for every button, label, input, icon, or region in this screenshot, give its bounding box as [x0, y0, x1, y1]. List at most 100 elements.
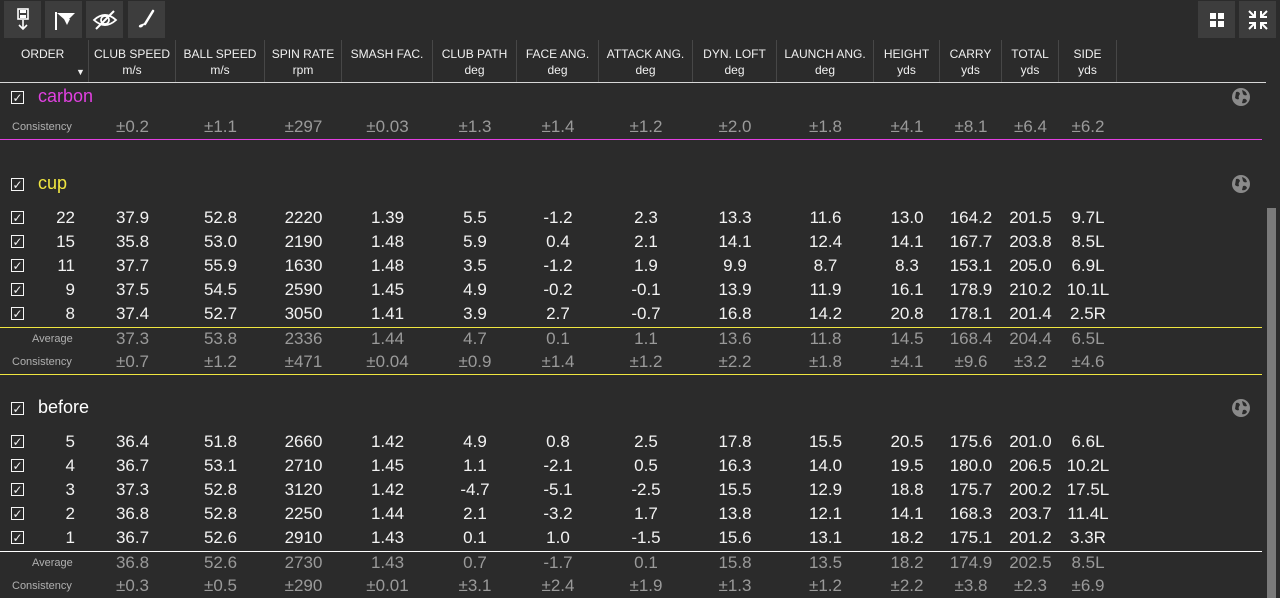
shot-row[interactable]: ✓ 9 37.5 54.5 2590 1.45 4.9 -0.2 -0.1 13.9 11.9 16.… [0, 278, 1266, 302]
cell-smash: 1.39 [370, 208, 405, 227]
cell-height: 14.1 [890, 504, 924, 523]
average-row: Average 37.3 53.8 2336 1.44 4.7 0.1 1.1 13.6 11.8… [0, 327, 1266, 351]
shot-row[interactable]: ✓ 2 36.8 52.8 2250 1.44 2.1 -3.2 1.7 13.8 12.1 14.1… [0, 502, 1266, 526]
shot-row[interactable]: ✓ 3 37.3 52.8 3120 1.42 -4.7 -5.1 -2.5 15.5 12.9 18… [0, 478, 1266, 502]
cell-dyn_loft: 16.3 [718, 456, 752, 475]
cell-carry: ±9.6 [954, 352, 988, 371]
shot-checkbox[interactable]: ✓ [11, 306, 24, 321]
shot-checkbox[interactable]: ✓ [11, 458, 24, 473]
cell-order: 3 [65, 480, 75, 499]
cell-total: 204.4 [1009, 329, 1052, 348]
cell-face_ang: 2.7 [546, 304, 570, 323]
column-header-carry[interactable]: CARRY yds [940, 40, 1002, 82]
cell-club_path: 5.5 [463, 208, 487, 227]
cell-side: 8.5L [1071, 232, 1105, 251]
cell-club_path: ±3.1 [458, 576, 492, 595]
group-checkbox[interactable]: ✓ [11, 90, 24, 105]
consistency-label: Consistency [12, 580, 72, 592]
shot-row[interactable]: ✓ 15 35.8 53.0 2190 1.48 5.9 0.4 2.1 14.1 12.4 14.1… [0, 230, 1266, 254]
cell-attack_ang: -2.5 [631, 480, 661, 499]
column-header-label: FACE ANG. [525, 47, 590, 61]
column-header-label: ATTACK ANG. [606, 47, 685, 61]
group-checkbox[interactable]: ✓ [11, 177, 24, 192]
column-header-side[interactable]: SIDE yds [1059, 40, 1117, 82]
cell-ball_speed: 54.5 [203, 280, 238, 299]
shot-row[interactable]: ✓ 5 36.4 51.8 2660 1.42 4.9 0.8 2.5 17.8 15.5 20.5 1… [0, 430, 1266, 454]
group-name: cup [38, 173, 68, 193]
column-header-order[interactable]: ORDER ▼ [3, 40, 89, 82]
cell-dyn_loft: ±1.3 [718, 576, 752, 595]
cell-attack_ang: 0.1 [634, 553, 658, 572]
shot-row[interactable]: ✓ 22 37.9 52.8 2220 1.39 5.5 -1.2 2.3 13.3 11.6 13.… [0, 206, 1266, 230]
shot-checkbox[interactable]: ✓ [11, 482, 24, 497]
cell-attack_ang: -0.1 [631, 280, 661, 299]
globe-icon[interactable] [1231, 87, 1251, 107]
group-header: ✓ cup [0, 158, 1266, 202]
cell-attack_ang: ±1.9 [629, 576, 663, 595]
globe-icon[interactable] [1231, 174, 1251, 194]
cell-carry: 175.1 [949, 528, 993, 547]
cell-carry: 178.9 [949, 280, 993, 299]
cell-spin_rate: 2336 [284, 329, 323, 348]
cell-carry: 180.0 [949, 456, 993, 475]
column-header-club_path[interactable]: CLUB PATH deg [433, 40, 517, 82]
column-header-spin_rate[interactable]: SPIN RATE rpm [265, 40, 342, 82]
column-header-label: HEIGHT [883, 47, 930, 61]
cell-dyn_loft: 13.8 [718, 504, 752, 523]
shot-row[interactable]: ✓ 4 36.7 53.1 2710 1.45 1.1 -2.1 0.5 16.3 14.0 19.5… [0, 454, 1266, 478]
cell-total: 203.8 [1009, 232, 1052, 251]
column-header-attack_ang[interactable]: ATTACK ANG. deg [599, 40, 693, 82]
cell-launch_ang: 13.1 [808, 528, 843, 547]
group-header: ✓ before [0, 382, 1266, 426]
cell-launch_ang: ±1.8 [809, 352, 842, 371]
cell-height: 13.0 [890, 208, 924, 227]
column-header-launch_ang[interactable]: LAUNCH ANG. deg [777, 40, 874, 82]
group-name: before [38, 397, 90, 417]
cell-order: 22 [56, 208, 75, 227]
collapse-icon[interactable] [1239, 1, 1276, 38]
shot-checkbox[interactable]: ✓ [11, 210, 24, 225]
shot-checkbox[interactable]: ✓ [11, 530, 24, 545]
golf-club-icon[interactable] [128, 1, 165, 38]
cell-dyn_loft: 13.9 [718, 280, 752, 299]
shot-row[interactable]: ✓ 11 37.7 55.9 1630 1.48 3.5 -1.2 1.9 9.9 8.7 8.3 15… [0, 254, 1266, 278]
cell-club_path: 0.7 [463, 553, 487, 572]
column-header-club_speed[interactable]: CLUB SPEED m/s [89, 40, 176, 82]
cell-total: ±2.3 [1014, 576, 1047, 595]
flag-filter-icon[interactable] [45, 1, 82, 38]
sort-descending-icon[interactable]: ▼ [76, 67, 85, 77]
cell-ball_speed: ±1.1 [204, 117, 237, 136]
shot-checkbox[interactable]: ✓ [11, 282, 24, 297]
floppy-down-icon[interactable] [4, 1, 41, 38]
shot-checkbox[interactable]: ✓ [11, 234, 24, 249]
cell-face_ang: -5.1 [543, 480, 573, 499]
column-header-face_ang[interactable]: FACE ANG. deg [517, 40, 599, 82]
eye-hidden-icon[interactable] [86, 1, 123, 38]
cell-attack_ang: 1.1 [634, 329, 658, 348]
group-checkbox[interactable]: ✓ [11, 401, 24, 416]
shot-checkbox[interactable]: ✓ [11, 506, 24, 521]
cell-face_ang: 1.0 [546, 528, 570, 547]
column-header-height[interactable]: HEIGHT yds [874, 40, 940, 82]
grid-view-icon[interactable] [1198, 1, 1235, 38]
shot-checkbox[interactable]: ✓ [11, 258, 24, 273]
group-separator [0, 551, 1262, 552]
shot-checkbox[interactable]: ✓ [11, 434, 24, 449]
column-header-smash[interactable]: SMASH FAC. [342, 40, 433, 82]
scrollbar-thumb[interactable] [1267, 208, 1276, 598]
cell-club_speed: ±0.3 [116, 576, 149, 595]
cell-face_ang: -0.2 [543, 280, 573, 299]
globe-icon[interactable] [1231, 398, 1251, 418]
cell-club_path: ±1.3 [458, 117, 492, 136]
column-header-dyn_loft[interactable]: DYN. LOFT deg [693, 40, 777, 82]
cell-height: 19.5 [890, 456, 924, 475]
shot-table: ✓ carbon Consistency ±0.2 ±1.1 ±297 ±0.03 ±1.3 ±… [0, 82, 1266, 598]
cell-launch_ang: 14.2 [808, 304, 843, 323]
column-header-total[interactable]: TOTAL yds [1002, 40, 1059, 82]
shot-row[interactable]: ✓ 8 37.4 52.7 3050 1.41 3.9 2.7 -0.7 16.8 14.2 20.8… [0, 302, 1266, 326]
cell-order: 4 [65, 456, 75, 475]
column-header-ball_speed[interactable]: BALL SPEED m/s [176, 40, 265, 82]
shot-row[interactable]: ✓ 1 36.7 52.6 2910 1.43 0.1 1.0 -1.5 15.6 13.1 18.2… [0, 526, 1266, 550]
cell-face_ang: -3.2 [543, 504, 573, 523]
cell-carry: 168.4 [949, 329, 993, 348]
